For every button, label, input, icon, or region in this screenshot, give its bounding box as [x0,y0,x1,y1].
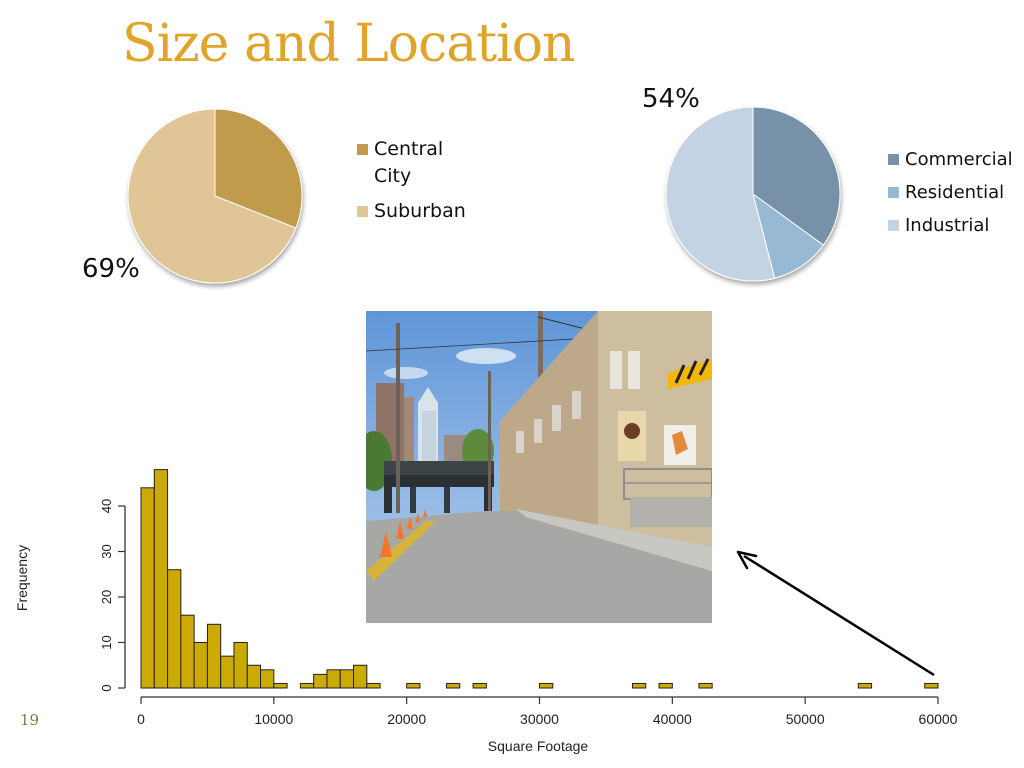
histogram-bar [313,673,328,689]
y-axis-label: Frequency [14,545,30,611]
histogram-bar [539,682,554,689]
legend-zoning: Commercial Residential Industrial [888,146,1013,245]
histogram-bar [299,682,315,689]
histogram-bar [924,682,939,689]
annotation-arrow [736,550,935,677]
x-tick-label: 60000 [919,711,958,727]
histogram-bar [339,669,355,689]
histogram-bars [140,469,939,689]
slide-number: 19 [20,711,40,729]
legend-item-suburban: Suburban [357,198,467,225]
histogram-bar [326,669,341,689]
x-tick-label: 20000 [387,711,426,727]
histogram-bar [193,642,208,689]
y-tick-label: 30 [99,544,114,558]
street-photo-illustration [366,311,712,623]
legend-item-industrial: Industrial [888,212,1013,239]
x-tick-label: 30000 [520,711,559,727]
histogram-bar [246,664,262,689]
x-tick-label: 10000 [254,711,293,727]
x-tick-label: 0 [137,711,145,727]
histogram-bar [406,682,421,689]
pie-chart-zoning [665,106,841,282]
histogram-bar [206,623,222,689]
histogram-bar [273,682,288,689]
legend-label-residential: Residential [905,182,1005,203]
pie-chart-location [127,108,303,284]
street-photo [366,311,712,623]
legend-swatch-suburban [357,206,368,217]
y-tick-label: 20 [99,590,114,604]
x-tick-label: 40000 [653,711,692,727]
pie-zoning-slice-commercial [752,106,841,246]
histogram-bar [153,469,169,689]
histogram-bar [167,569,182,689]
histogram-bar [233,642,248,689]
y-tick-label: 40 [99,499,114,513]
legend-item-central-city: Central City [357,136,467,190]
y-tick-label: 0 [99,684,114,691]
histogram-bar [658,682,673,689]
legend-item-residential: Residential [888,179,1013,206]
histogram-bar [260,669,275,689]
legend-label-central-city: Central City [374,138,444,187]
legend-item-commercial: Commercial [888,146,1013,173]
histogram-bar [220,655,235,689]
legend-label-commercial: Commercial [905,149,1013,170]
legend-swatch-commercial [888,154,899,165]
pie-annotation-suburban-pct: 69% [82,254,140,284]
x-axis-label: Square Footage [488,738,589,754]
y-axis-ticks: 0 10 20 30 40 [99,499,125,692]
histogram-bar [857,682,873,689]
histogram-bar [698,682,713,689]
histogram-bar [353,664,368,689]
histogram-bar [140,487,155,689]
legend-location: Central City Suburban [357,136,467,233]
histogram-bar [631,682,647,689]
legend-swatch-central-city [357,144,368,155]
legend-swatch-industrial [888,220,899,231]
histogram-bar [180,614,195,689]
x-tick-label: 50000 [786,711,825,727]
histogram-bar [472,682,487,689]
legend-label-industrial: Industrial [905,215,990,236]
pie-location-slice-central-city [214,108,303,229]
slide-title: Size and Location [122,14,576,74]
histogram-bar [446,682,461,689]
histogram-bar [366,682,381,689]
pie-zoning-slice-industrial [665,106,776,282]
pie-location-slice-suburban [127,108,297,284]
x-axis-ticks: 0 10000 20000 30000 40000 50000 60000 [137,697,958,727]
legend-swatch-residential [888,187,899,198]
pie-annotation-industrial-pct: 54% [642,84,700,114]
y-tick-label: 10 [99,635,114,649]
legend-label-suburban: Suburban [374,200,466,222]
